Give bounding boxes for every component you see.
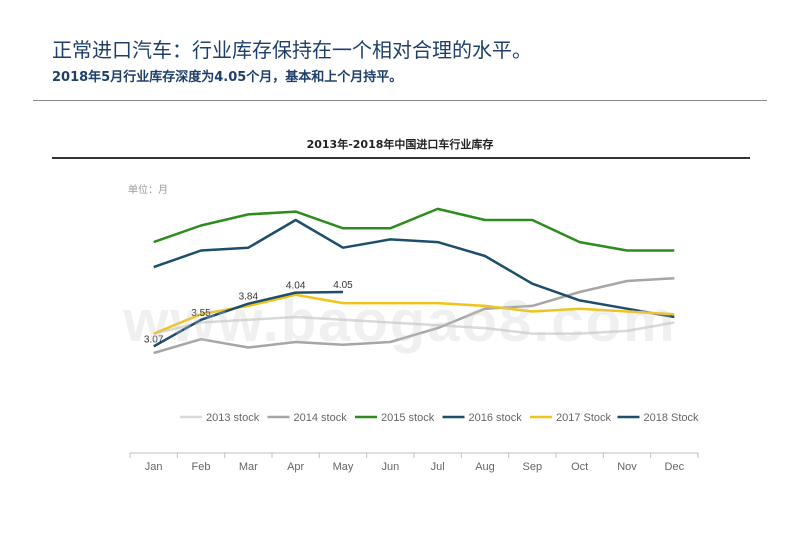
x-tick-label: Aug <box>475 461 495 473</box>
chart-title: 2013年-2018年中国进口车行业库存 <box>306 138 494 151</box>
series-line-2015-stock <box>153 207 675 252</box>
x-tick-label: Jul <box>431 461 445 473</box>
x-tick-label: May <box>333 461 354 473</box>
series-line-2018-stock <box>153 290 344 348</box>
x-tick-label: Sep <box>523 461 543 473</box>
x-tick-label: Jan <box>145 461 163 473</box>
page-subtitle: 2018年5月行业库存深度为4.05个月，基本和上个月持平。 <box>52 70 403 85</box>
x-tick-label: Apr <box>287 461 304 473</box>
data-label: 3.55 <box>191 308 211 319</box>
legend-entry: 2017 Stock <box>556 412 612 424</box>
series-line-2014-stock <box>153 276 675 355</box>
legend-entry: 2014 stock <box>294 412 348 424</box>
chart-title-divider <box>52 157 750 159</box>
x-tick-label: Feb <box>192 461 211 473</box>
legend-entry: 2015 stock <box>381 412 435 424</box>
header-divider <box>33 100 767 101</box>
series-line-2016-stock <box>153 218 675 319</box>
series-line-2017-stock <box>153 293 675 335</box>
x-tick-label: Jun <box>381 461 399 473</box>
x-tick-label: Nov <box>617 461 637 473</box>
x-tick-label: Oct <box>571 461 588 473</box>
page-title: 正常进口汽车：行业库存保持在一个相对合理的水平。 <box>52 38 532 62</box>
data-label: 4.05 <box>333 280 353 291</box>
unit-label: 单位：月 <box>128 185 168 196</box>
data-label: 3.84 <box>239 292 259 303</box>
x-tick-label: Dec <box>665 461 685 473</box>
series-line-2013-stock <box>153 315 675 335</box>
data-label: 4.04 <box>286 281 306 292</box>
legend-entry: 2013 stock <box>206 412 260 424</box>
data-label: 3.07 <box>144 334 164 345</box>
legend-entry: 2016 stock <box>469 412 523 424</box>
x-tick-label: Mar <box>239 461 258 473</box>
legend-entry: 2018 Stock <box>644 412 700 424</box>
